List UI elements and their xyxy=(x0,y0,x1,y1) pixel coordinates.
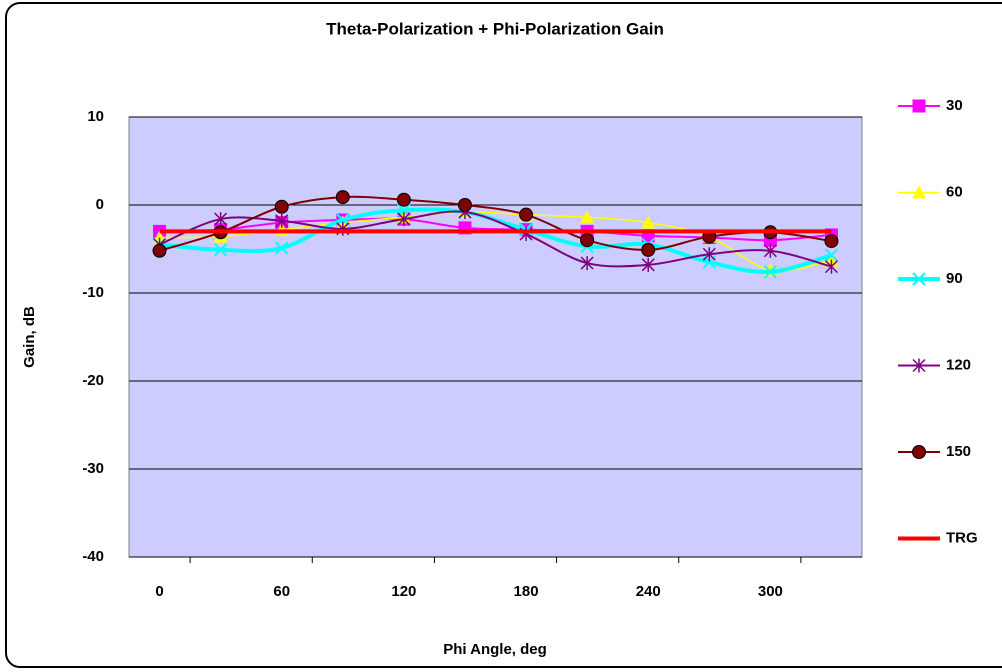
marker xyxy=(519,207,534,222)
marker xyxy=(824,248,839,262)
x-tick-label: 240 xyxy=(636,583,661,600)
legend-label: 120 xyxy=(946,356,971,373)
series-line xyxy=(159,210,832,268)
x-tick-label: 120 xyxy=(391,583,416,600)
marker xyxy=(457,198,472,212)
legend-label: 30 xyxy=(946,97,963,114)
legend-label: TRG xyxy=(946,529,978,546)
marker xyxy=(274,199,289,214)
y-tick-label: -10 xyxy=(82,284,104,301)
marker xyxy=(824,259,838,274)
legend-marker xyxy=(912,445,926,459)
marker xyxy=(397,212,411,227)
marker xyxy=(763,265,778,279)
marker xyxy=(275,213,289,228)
plot-area xyxy=(128,116,863,558)
legend-label: 60 xyxy=(946,183,963,200)
marker xyxy=(214,212,228,227)
marker xyxy=(641,215,656,229)
y-tick-label: -30 xyxy=(82,460,104,477)
legend-marker xyxy=(912,185,926,199)
marker xyxy=(152,243,167,258)
marker xyxy=(641,242,656,257)
chart-title: Theta-Polarization + Phi-Polarization Ga… xyxy=(326,19,664,38)
marker xyxy=(702,247,716,262)
y-tick-label: -40 xyxy=(82,548,104,565)
legend-marker xyxy=(912,358,926,373)
marker xyxy=(396,192,411,207)
marker xyxy=(641,257,655,272)
y-axis-title: Gain, dB xyxy=(21,306,38,368)
x-axis-title: Phi Angle, deg xyxy=(443,641,547,658)
legend-label: 150 xyxy=(946,443,971,460)
x-tick-label: 300 xyxy=(758,583,783,600)
x-tick-label: 0 xyxy=(155,583,163,600)
marker xyxy=(763,243,777,258)
legend-marker xyxy=(912,99,926,113)
marker xyxy=(580,256,594,271)
x-tick-label: 180 xyxy=(514,583,539,600)
legend-marker xyxy=(912,272,926,286)
y-tick-label: 10 xyxy=(87,108,104,125)
marker xyxy=(580,233,595,248)
marker xyxy=(580,210,595,224)
marker xyxy=(213,243,228,257)
y-tick-label: -20 xyxy=(82,372,104,389)
marker xyxy=(275,241,289,255)
marker xyxy=(824,234,839,249)
legend-label: 90 xyxy=(946,270,963,287)
marker xyxy=(335,190,350,205)
x-tick-label: 60 xyxy=(273,583,290,600)
y-tick-label: 0 xyxy=(96,196,104,213)
